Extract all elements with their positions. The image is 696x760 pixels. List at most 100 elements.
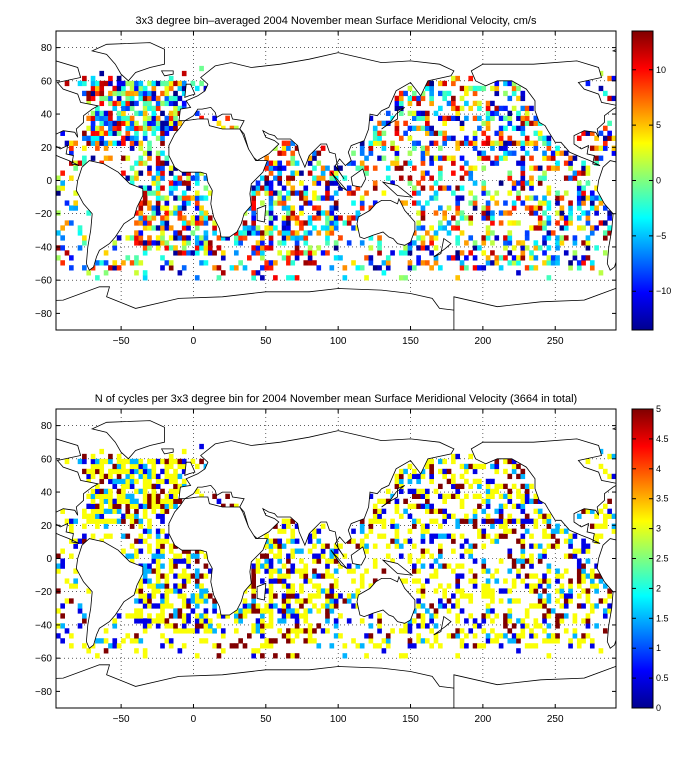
bin-cell	[229, 125, 235, 131]
bin-cell	[429, 473, 434, 480]
bin-cell	[247, 603, 252, 609]
bin-cell	[203, 230, 209, 236]
bin-cell	[420, 260, 426, 266]
bin-cell	[194, 245, 200, 251]
bin-cell	[260, 618, 265, 624]
coastline	[690, 497, 696, 615]
bin-cell	[303, 190, 309, 196]
bin-cell	[433, 633, 439, 639]
bin-cell	[516, 255, 521, 261]
bin-cell	[277, 180, 283, 186]
bin-cell	[607, 588, 612, 594]
bin-cell	[585, 130, 591, 136]
bin-cell	[576, 185, 582, 191]
bin-cell	[281, 205, 287, 211]
bin-cell	[529, 185, 534, 191]
bin-cell	[134, 230, 139, 236]
bin-cell	[498, 115, 504, 121]
bin-cell	[160, 538, 165, 544]
bin-cell	[359, 165, 365, 171]
bin-cell	[381, 140, 387, 146]
bin-cell	[142, 578, 148, 584]
bin-cell	[134, 633, 139, 639]
bin-cell	[212, 230, 217, 236]
bin-cell	[424, 230, 430, 236]
bin-cell	[438, 175, 443, 181]
bin-cell	[320, 548, 326, 554]
bin-cell	[194, 568, 200, 574]
bin-cell	[451, 533, 456, 539]
bin-cell	[429, 573, 434, 579]
bin-cell	[151, 488, 157, 495]
bin-cell	[555, 568, 560, 574]
bin-cell	[181, 225, 187, 231]
bin-cell	[160, 593, 165, 599]
bin-cell	[307, 593, 313, 599]
bin-cell	[103, 638, 109, 644]
bin-cell	[451, 255, 456, 261]
bin-cell	[320, 210, 326, 216]
bin-cell	[359, 160, 365, 166]
bin-cell	[490, 250, 495, 256]
bin-cell	[511, 140, 517, 146]
bin-cell	[286, 538, 291, 544]
bin-cell	[155, 240, 161, 246]
bin-cell	[333, 548, 339, 554]
bin-cell	[286, 235, 291, 241]
bin-cell	[524, 205, 530, 211]
bin-cell	[524, 120, 530, 126]
bin-cell	[520, 145, 526, 151]
bin-cell	[199, 205, 204, 211]
bin-cell	[255, 180, 261, 186]
bin-cell	[286, 518, 291, 524]
bin-cell	[576, 513, 582, 519]
bin-cell	[251, 200, 256, 206]
bin-cell	[524, 265, 530, 271]
bin-cell	[286, 588, 291, 594]
bin-cell	[290, 140, 296, 146]
bin-cell	[173, 115, 178, 121]
bin-cell	[503, 503, 508, 509]
bin-cell	[589, 603, 595, 609]
bin-cell	[164, 623, 170, 629]
bin-cell	[255, 190, 261, 196]
bin-cell	[472, 513, 478, 519]
bin-cell	[173, 110, 178, 117]
bin-cell	[281, 165, 287, 171]
bin-cell	[394, 120, 400, 126]
bin-cell	[151, 603, 157, 609]
bin-cell	[372, 518, 378, 524]
x-axis: −50 0 50 100 150 200 250	[113, 409, 564, 725]
bin-cell	[99, 100, 105, 107]
bin-cell	[281, 523, 287, 529]
bin-cell	[103, 110, 109, 117]
bin-cell	[290, 175, 296, 181]
bin-cell	[142, 110, 148, 117]
bin-cell	[177, 483, 183, 490]
bin-cell	[455, 653, 461, 659]
bin-cell	[329, 583, 335, 589]
bin-cell	[173, 498, 178, 504]
bin-cell	[320, 170, 326, 176]
bin-cell	[563, 538, 569, 544]
bin-cell	[238, 618, 243, 624]
bin-cell	[129, 503, 135, 509]
bin-cell	[442, 563, 447, 569]
bin-cell	[455, 618, 461, 624]
bin-cell	[403, 120, 408, 126]
bin-cell	[359, 140, 365, 146]
bin-cell	[160, 583, 165, 589]
bin-cell	[594, 155, 599, 161]
bin-cell	[108, 75, 113, 82]
bin-cell	[173, 90, 178, 97]
bin-cell	[329, 608, 335, 614]
bin-cell	[260, 633, 265, 639]
bin-cell	[116, 643, 122, 649]
bin-cell	[368, 523, 374, 529]
bin-cell	[112, 498, 118, 504]
bin-cell	[281, 583, 287, 589]
bin-cell	[294, 145, 300, 151]
bin-cell	[186, 598, 191, 604]
bin-cell	[112, 260, 118, 266]
bin-cell	[581, 563, 586, 569]
